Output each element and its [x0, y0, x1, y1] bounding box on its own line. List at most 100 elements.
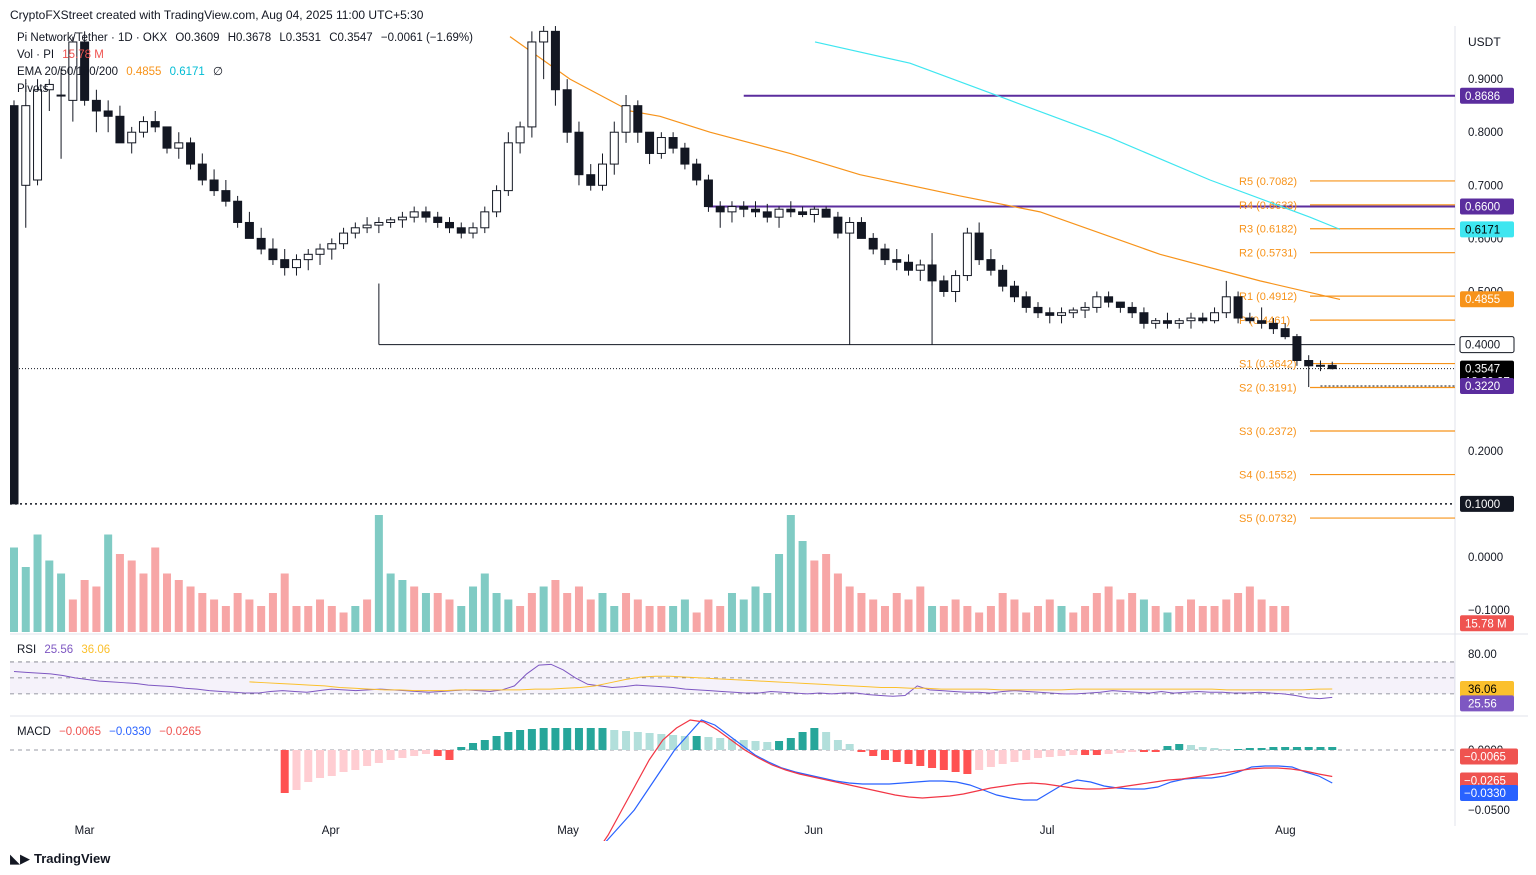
candle-body [362, 224, 372, 229]
ohlc-legend[interactable]: Pi Network/Tether · 1D · OKX O0.3609 H0.… [17, 30, 478, 46]
macd-histogram-bar [492, 736, 501, 750]
candle-body [727, 206, 737, 213]
volume-bar [680, 599, 689, 632]
volume-bar [292, 606, 301, 632]
volume-bar [1222, 599, 1231, 632]
macd-histogram-bar [1245, 748, 1254, 750]
volume-bar [822, 554, 831, 632]
pivots-legend[interactable]: Pivots [17, 81, 53, 97]
macd-histogram-bar [574, 728, 583, 750]
volume-bar [457, 606, 466, 632]
candle-body [1151, 320, 1161, 324]
candle-body [174, 142, 184, 149]
candle-body [386, 219, 396, 223]
candle-body [291, 259, 301, 269]
macd-histogram-bar [410, 750, 419, 756]
rsi-legend[interactable]: RSI 25.56 36.06 [17, 642, 115, 658]
volume-bar [857, 593, 866, 632]
volume-bar [751, 586, 760, 632]
macd-histogram-bar [292, 750, 301, 790]
candle-body [798, 211, 808, 216]
candle-body [268, 248, 278, 261]
macd-histogram-bar [316, 750, 325, 778]
volume-bar [339, 612, 348, 632]
volume-bar [469, 586, 478, 632]
volume-bar [1057, 606, 1066, 632]
candle-body [68, 41, 78, 101]
volume-bar [610, 606, 619, 632]
candle-body [10, 105, 19, 505]
candle-body [492, 190, 502, 213]
symbol-title[interactable]: Pi Network/Tether · 1D · OKX [17, 32, 168, 44]
volume-bar [869, 599, 878, 632]
candle-body [256, 237, 266, 250]
volume-bar [892, 593, 901, 632]
volume-bar [1175, 606, 1184, 632]
rsi-ma-axis-bg [1460, 681, 1514, 698]
candle-body [598, 163, 607, 186]
macd-histogram-bar [445, 750, 454, 760]
tradingview-brand: TradingView [34, 851, 111, 866]
candle-body [350, 227, 360, 234]
macd-histogram-bar [622, 731, 631, 750]
volume-bar [539, 586, 548, 632]
rsi-line [13, 663, 1333, 700]
candle-body [150, 121, 160, 128]
candle-body [1245, 317, 1255, 322]
macd-axis-bg [1460, 785, 1518, 801]
macd-histogram-bar [1081, 750, 1090, 755]
candle-body [1127, 306, 1137, 314]
candle-body [480, 211, 490, 229]
chart-svg[interactable]: USDT0.90000.80000.70000.60000.50000.2000… [10, 26, 1528, 841]
candle-body [668, 137, 678, 149]
candle-body [1033, 306, 1043, 314]
candle-body [656, 137, 666, 154]
rsi-axis-label: 25.56 [1468, 698, 1497, 710]
candle-body [456, 227, 466, 234]
volume-bar [669, 606, 678, 632]
tradingview-logo[interactable]: ◣▶ TradingView [10, 851, 110, 867]
y-tick-label: 0.8000 [1468, 127, 1503, 139]
volume-bar [174, 580, 183, 632]
volume-bar [233, 593, 242, 632]
macd-axis-label: −0.0330 [1464, 788, 1506, 800]
candle-body [1068, 309, 1078, 314]
candle-body [974, 232, 984, 261]
macd-histogram-bar [904, 750, 913, 764]
volume-bar [1033, 606, 1042, 632]
volume-bar [951, 599, 960, 632]
macd-histogram-bar [386, 750, 395, 760]
ema-hidden-icon[interactable]: ∅ [213, 66, 224, 78]
volume-bar [986, 606, 995, 632]
volume-legend[interactable]: Vol · PI 15.78 M [17, 47, 109, 63]
volume-bar [33, 534, 42, 632]
ema-legend[interactable]: EMA 20/50/100/200 0.4855 0.6171 ∅ [17, 64, 228, 80]
volume-bar [198, 593, 207, 632]
macd-histogram-bar [1139, 750, 1148, 752]
volume-label: Vol · PI [17, 49, 55, 61]
macd-axis-label: −0.0065 [1464, 752, 1506, 764]
chart-area[interactable]: USDT0.90000.80000.70000.60000.50000.2000… [10, 26, 1528, 841]
macd-histogram-bar [727, 739, 736, 750]
macd-histogram-bar [810, 728, 819, 750]
macd-tick-label: −0.0500 [1468, 805, 1510, 817]
candle-body [739, 206, 749, 210]
volume-bar [775, 554, 784, 632]
macd-legend[interactable]: MACD −0.0065 −0.0330 −0.0265 [17, 724, 206, 740]
candle-body [1304, 360, 1314, 367]
volume-bar [516, 606, 525, 632]
volume-bar [939, 606, 948, 632]
volume-bar [1081, 606, 1090, 632]
macd-histogram-bar [880, 750, 889, 760]
candle-body [1080, 306, 1090, 311]
candle-body [562, 89, 572, 133]
low-value: L0.3531 [279, 32, 321, 44]
candle-body [1009, 285, 1019, 298]
volume-bar [1210, 606, 1219, 632]
macd-histogram-bar [1257, 748, 1266, 750]
candle-body [1186, 317, 1196, 322]
macd-histogram-bar [1292, 747, 1301, 750]
macd-histogram-bar [610, 730, 619, 750]
volume-bar [363, 599, 372, 632]
candle-body [315, 248, 325, 255]
